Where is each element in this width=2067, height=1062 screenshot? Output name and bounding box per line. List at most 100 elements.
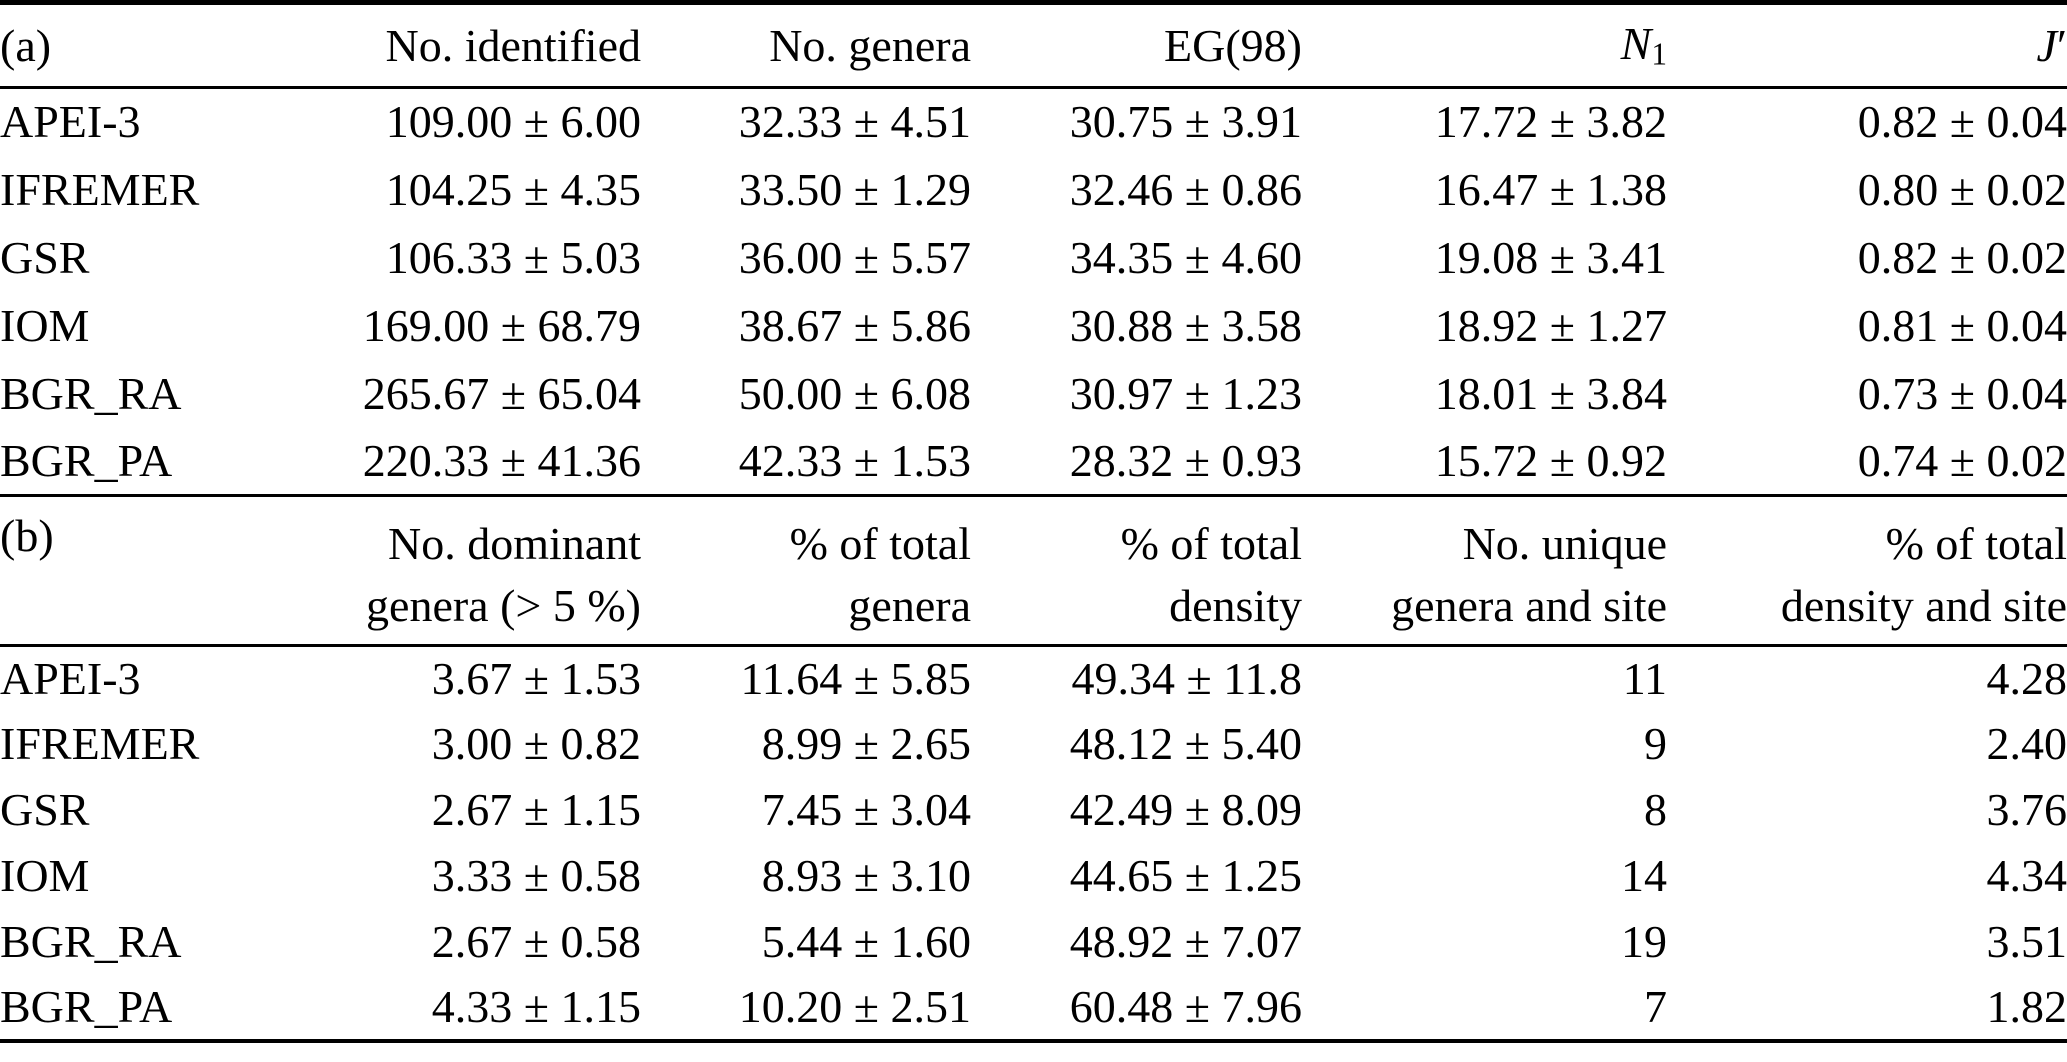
table-b-row: APEI-3 3.67 ± 1.53 11.64 ± 5.85 49.34 ± … <box>0 645 2067 711</box>
value-cell: 17.72 ± 3.82 <box>1434 96 1667 148</box>
table-b-row: IOM 3.33 ± 0.58 8.93 ± 3.10 44.65 ± 1.25… <box>0 843 2067 909</box>
table-b-row: GSR 2.67 ± 1.15 7.45 ± 3.04 42.49 ± 8.09… <box>0 777 2067 843</box>
table-a-header-no-identified: No. identified <box>385 19 642 71</box>
table-b-header-pct-total-density: % of total density <box>971 497 1302 645</box>
table-a: (a) No. identified No. genera EG(98) N1 … <box>0 0 2067 497</box>
row-label: IFREMER <box>0 718 200 769</box>
table-b-header-pct-total-genera: % of total genera <box>641 497 971 645</box>
table-a-header-no-genera: No. genera <box>769 19 971 71</box>
value-cell: 0.80 ± 0.02 <box>1857 163 2067 215</box>
value-cell: 4.34 <box>1986 850 2067 901</box>
table-b-header-row: (b) No. dominant genera (> 5 %) % of tot… <box>0 497 2067 645</box>
value-cell: 7 <box>1644 981 1667 1032</box>
value-cell: 11.64 ± 5.85 <box>740 652 971 704</box>
table-a-header-j-prime: J′ <box>1667 3 2067 88</box>
value-cell: 16.47 ± 1.38 <box>1434 163 1667 215</box>
value-cell: 11 <box>1622 652 1667 704</box>
header-line: No. dominant <box>388 518 641 569</box>
header-line: density and site <box>1780 580 2067 631</box>
row-label: BGR_RA <box>0 367 182 419</box>
row-label: GSR <box>0 231 90 283</box>
value-cell: 2.67 ± 1.15 <box>431 784 641 835</box>
table-b-header-dominant-genera: No. dominant genera (> 5 %) <box>350 497 641 645</box>
value-cell: 19.08 ± 3.41 <box>1434 231 1667 283</box>
value-cell: 44.65 ± 1.25 <box>1069 850 1302 901</box>
table-a-header-row: (a) No. identified No. genera EG(98) N1 … <box>0 3 2067 88</box>
value-cell: 60.48 ± 7.96 <box>1069 981 1302 1032</box>
value-cell: 4.33 ± 1.15 <box>431 981 641 1032</box>
row-label: BGR_RA <box>0 916 182 967</box>
table-b-row: IFREMER 3.00 ± 0.82 8.99 ± 2.65 48.12 ± … <box>0 711 2067 777</box>
value-cell: 14 <box>1621 850 1667 901</box>
value-cell: 3.33 ± 0.58 <box>431 850 641 901</box>
value-cell: 265.67 ± 65.04 <box>362 367 641 419</box>
value-cell: 4.28 <box>1986 652 2067 704</box>
value-cell: 3.00 ± 0.82 <box>431 718 641 769</box>
value-cell: 32.46 ± 0.86 <box>1069 163 1302 215</box>
prime-mark: ′ <box>2056 19 2067 71</box>
value-cell: 18.01 ± 3.84 <box>1434 367 1667 419</box>
value-cell: 3.67 ± 1.53 <box>431 652 641 704</box>
table-a-row: GSR 106.33 ± 5.03 36.00 ± 5.57 34.35 ± 4… <box>0 224 2067 292</box>
header-line: density <box>1169 580 1302 631</box>
value-cell: 19 <box>1621 916 1667 967</box>
value-cell: 30.97 ± 1.23 <box>1069 367 1302 419</box>
value-cell: 7.45 ± 3.04 <box>761 784 971 835</box>
value-cell: 8 <box>1644 784 1667 835</box>
value-cell: 38.67 ± 5.86 <box>738 299 971 351</box>
row-label: BGR_PA <box>0 981 173 1032</box>
value-cell: 3.76 <box>1986 784 2067 835</box>
row-label: APEI-3 <box>0 652 141 704</box>
value-cell: 34.35 ± 4.60 <box>1069 231 1302 283</box>
header-line: % of total <box>1885 518 2067 569</box>
value-cell: 18.92 ± 1.27 <box>1434 299 1667 351</box>
row-label: APEI-3 <box>0 96 141 148</box>
row-label: BGR_PA <box>0 434 173 486</box>
j-symbol: J <box>2036 19 2057 71</box>
n1-symbol: N <box>1620 18 1652 70</box>
table-a-row: BGR_RA 265.67 ± 65.04 50.00 ± 6.08 30.97… <box>0 360 2067 428</box>
value-cell: 8.93 ± 3.10 <box>761 850 971 901</box>
value-cell: 0.73 ± 0.04 <box>1857 367 2067 419</box>
header-line: % of total <box>1120 518 1302 569</box>
value-cell: 106.33 ± 5.03 <box>385 231 641 283</box>
value-cell: 169.00 ± 68.79 <box>362 299 641 351</box>
value-cell: 15.72 ± 0.92 <box>1434 434 1667 486</box>
table-b-row: BGR_RA 2.67 ± 0.58 5.44 ± 1.60 48.92 ± 7… <box>0 909 2067 975</box>
value-cell: 33.50 ± 1.29 <box>738 163 971 215</box>
table-b-header-pct-density-site: % of total density and site <box>1667 497 2067 645</box>
row-label: GSR <box>0 784 90 835</box>
value-cell: 0.82 ± 0.04 <box>1857 96 2067 148</box>
value-cell: 0.81 ± 0.04 <box>1857 299 2067 351</box>
value-cell: 48.12 ± 5.40 <box>1069 718 1302 769</box>
value-cell: 48.92 ± 7.07 <box>1069 916 1302 967</box>
table-a-row: APEI-3 109.00 ± 6.00 32.33 ± 4.51 30.75 … <box>0 88 2067 156</box>
value-cell: 32.33 ± 4.51 <box>738 96 971 148</box>
n1-subscript: 1 <box>1651 36 1667 72</box>
value-cell: 220.33 ± 41.36 <box>362 434 641 486</box>
table-b-header-unique-genera-site: No. unique genera and site <box>1302 497 1667 645</box>
value-cell: 0.74 ± 0.02 <box>1857 434 2067 486</box>
value-cell: 30.88 ± 3.58 <box>1069 299 1302 351</box>
value-cell: 5.44 ± 1.60 <box>761 916 971 967</box>
value-cell: 109.00 ± 6.00 <box>385 96 641 148</box>
value-cell: 42.33 ± 1.53 <box>738 434 971 486</box>
table-a-row: IFREMER 104.25 ± 4.35 33.50 ± 1.29 32.46… <box>0 156 2067 224</box>
value-cell: 8.99 ± 2.65 <box>761 718 971 769</box>
header-line: genera <box>848 580 971 631</box>
header-line: genera and site <box>1391 580 1667 631</box>
value-cell: 10.20 ± 2.51 <box>738 981 971 1032</box>
header-line: genera (> 5 %) <box>366 580 641 631</box>
value-cell: 50.00 ± 6.08 <box>738 367 971 419</box>
value-cell: 1.82 <box>1986 981 2067 1032</box>
row-label: IOM <box>0 299 90 351</box>
value-cell: 3.51 <box>1986 916 2067 967</box>
value-cell: 42.49 ± 8.09 <box>1069 784 1302 835</box>
table-a-header-eg98: EG(98) <box>1164 19 1302 71</box>
value-cell: 36.00 ± 5.57 <box>738 231 971 283</box>
value-cell: 28.32 ± 0.93 <box>1069 434 1302 486</box>
value-cell: 2.40 <box>1986 718 2067 769</box>
table-b-panel-label: (b) <box>0 510 54 561</box>
value-cell: 0.82 ± 0.02 <box>1857 231 2067 283</box>
